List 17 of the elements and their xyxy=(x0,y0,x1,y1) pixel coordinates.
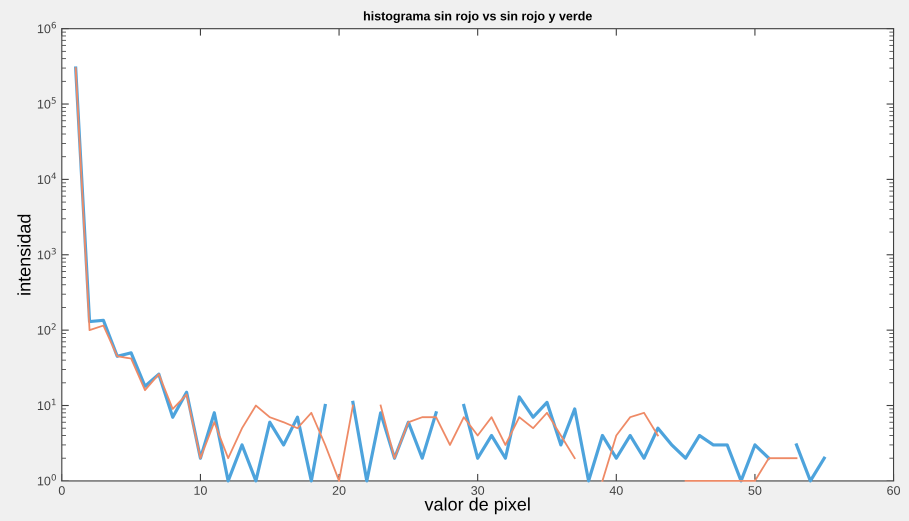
y-tick-label: 10$^{1}$ xyxy=(38,398,56,410)
x-tick-label: 10 xyxy=(194,486,207,495)
y-tick-label: 10$^{2}$ xyxy=(38,323,56,335)
y-tick-label: 10$^{0}$ xyxy=(38,474,56,486)
y-tick-label: 10$^{6}$ xyxy=(38,22,56,34)
x-tick-label: 30 xyxy=(471,486,484,495)
y-axis-title: intensidad xyxy=(17,214,31,295)
x-tick-label: 20 xyxy=(332,486,346,495)
x-axis-title: valor de pixel xyxy=(424,497,530,514)
chart-title: histograma sin rojo vs sin rojo y verde xyxy=(364,11,592,23)
y-tick-label: 10$^{4}$ xyxy=(38,172,56,184)
x-tick-label: 40 xyxy=(610,486,623,495)
y-tick-label: 10$^{5}$ xyxy=(38,97,56,109)
x-tick-label: 0 xyxy=(58,486,65,495)
x-tick-label: 50 xyxy=(748,486,762,495)
x-tick-label: 60 xyxy=(887,486,900,495)
y-tick-label: 10$^{3}$ xyxy=(38,248,56,260)
